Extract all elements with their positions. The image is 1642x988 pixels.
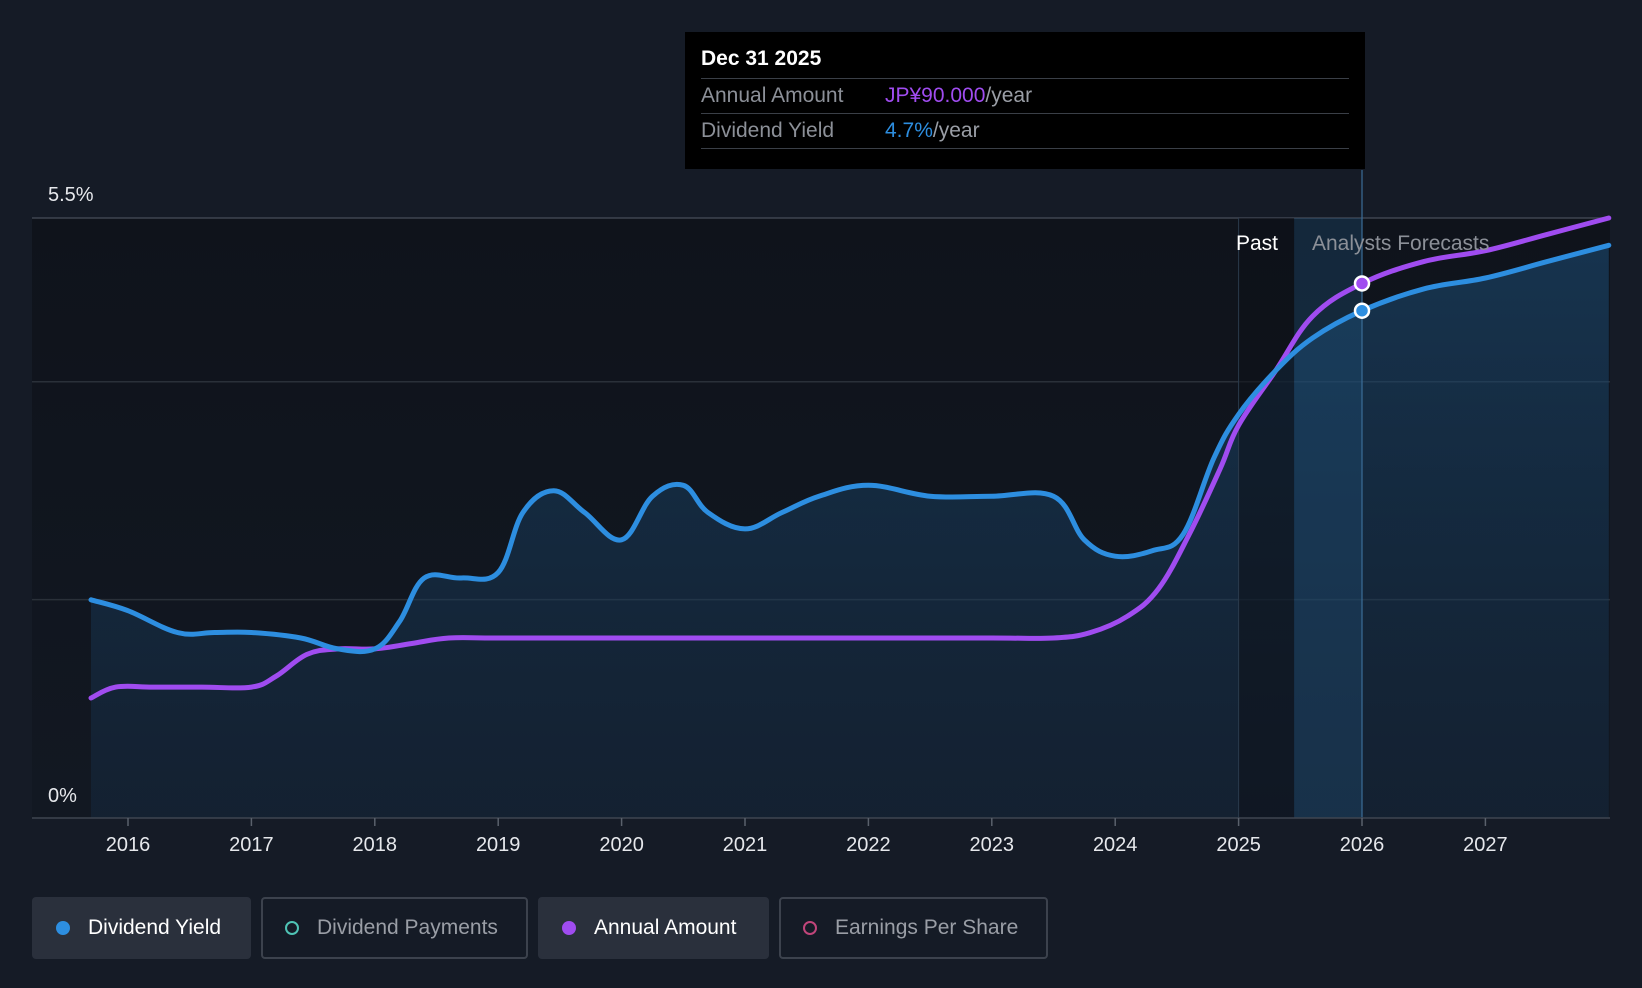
forecast-highlight-band bbox=[1294, 218, 1362, 818]
x-tick-label: 2026 bbox=[1340, 834, 1385, 856]
past-label: Past bbox=[1236, 232, 1278, 255]
yield-area bbox=[90, 245, 1609, 819]
tooltip-annual-value: JP¥90.000 bbox=[885, 84, 986, 107]
annual-amount-marker bbox=[1353, 275, 1371, 292]
tooltip-annual-row: Annual Amount JP¥90.000 /year bbox=[701, 79, 1349, 114]
chart-tooltip: Dec 31 2025 Annual Amount JP¥90.000 /yea… bbox=[685, 32, 1365, 169]
x-tick-label: 2021 bbox=[723, 834, 768, 856]
x-tick-label: 2016 bbox=[106, 834, 151, 856]
annual-amount-line bbox=[88, 215, 1612, 701]
earnings-per-share-ring-icon bbox=[803, 921, 817, 935]
legend-dividend-payments-label: Dividend Payments bbox=[317, 916, 498, 939]
y-tick-label-bottom: 0% bbox=[48, 785, 77, 807]
x-tick-label: 2024 bbox=[1093, 834, 1138, 856]
x-tick-label: 2020 bbox=[599, 834, 644, 856]
tooltip-yield-unit: /year bbox=[932, 119, 980, 142]
legend-dividend-payments[interactable]: Dividend Payments bbox=[261, 897, 528, 959]
x-tick-label: 2025 bbox=[1216, 834, 1261, 856]
dividend-payments-ring-icon bbox=[285, 921, 299, 935]
x-axis: 2016 2017 2018 2019 2020 2021 2022 2023 2024 2025… bbox=[32, 817, 1610, 856]
annual-amount-dot-icon bbox=[562, 921, 576, 935]
tooltip-yield-row: Dividend Yield 4.7% /year bbox=[701, 114, 1349, 149]
past-band bbox=[1238, 218, 1295, 818]
dividend-yield-line bbox=[88, 242, 1612, 655]
tooltip-yield-label: Dividend Yield bbox=[701, 119, 835, 142]
x-tick-label: 2017 bbox=[229, 834, 274, 856]
tooltip-date: Dec 31 2025 bbox=[701, 46, 1349, 79]
dividend-yield-dot-icon bbox=[56, 921, 70, 935]
legend-annual-amount[interactable]: Annual Amount bbox=[538, 897, 769, 959]
legend-earnings-per-share-label: Earnings Per Share bbox=[835, 916, 1019, 939]
highlight-markers bbox=[1353, 275, 1371, 319]
tooltip-annual-label: Annual Amount bbox=[701, 84, 844, 107]
dividend-yield-area bbox=[90, 245, 1609, 819]
tooltip-annual-unit: /year bbox=[985, 84, 1033, 107]
tooltip-yield-value: 4.7% bbox=[885, 119, 933, 142]
forecast-label: Analysts Forecasts bbox=[1312, 232, 1489, 255]
legend-annual-amount-label: Annual Amount bbox=[594, 916, 737, 939]
chart-legend: Dividend Yield Dividend Payments Annual … bbox=[32, 897, 1048, 959]
x-tick-label: 2019 bbox=[476, 834, 521, 856]
x-tick-label: 2018 bbox=[353, 834, 398, 856]
y-tick-label-top: 5.5% bbox=[48, 184, 94, 206]
x-tick-label: 2022 bbox=[846, 834, 891, 856]
legend-dividend-yield[interactable]: Dividend Yield bbox=[32, 897, 251, 959]
x-tick-label: 2027 bbox=[1463, 834, 1508, 856]
legend-dividend-yield-label: Dividend Yield bbox=[88, 916, 222, 939]
forecast-regions bbox=[1238, 170, 1363, 818]
legend-earnings-per-share[interactable]: Earnings Per Share bbox=[779, 897, 1048, 959]
dividend-yield-marker bbox=[1353, 302, 1371, 319]
series-lines bbox=[88, 215, 1612, 701]
x-tick-label: 2023 bbox=[970, 834, 1015, 856]
